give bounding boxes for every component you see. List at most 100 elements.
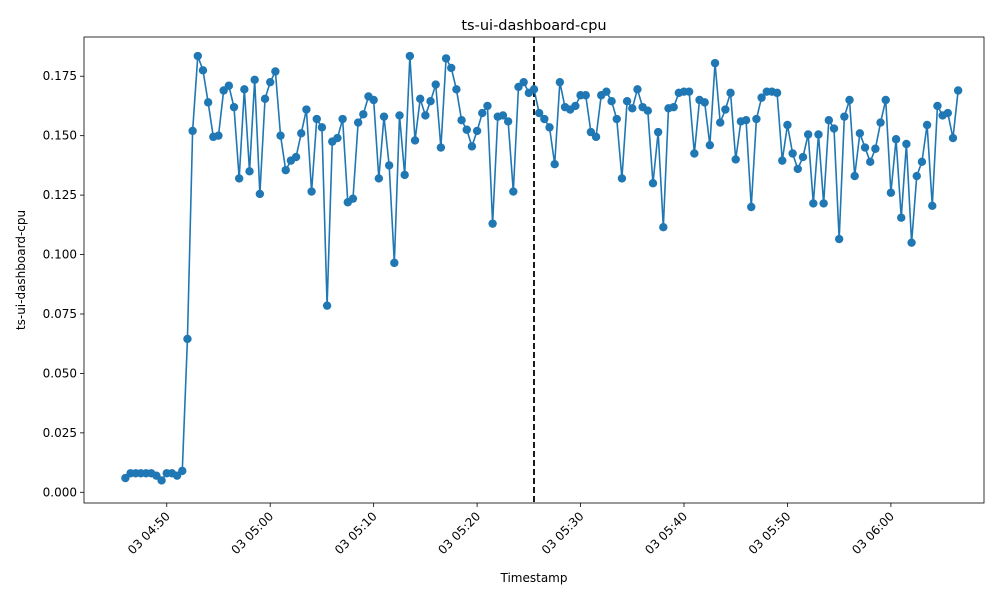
data-point xyxy=(928,201,937,211)
data-point xyxy=(684,87,694,96)
data-point xyxy=(338,114,347,124)
data-point xyxy=(731,155,740,164)
data-point xyxy=(550,160,559,169)
data-point xyxy=(447,63,456,73)
data-point xyxy=(659,223,668,232)
data-point xyxy=(178,466,187,476)
data-point xyxy=(390,258,399,268)
plot-frame xyxy=(83,36,985,504)
data-point xyxy=(829,124,839,133)
data-point xyxy=(240,85,249,94)
data-point xyxy=(866,157,875,167)
data-point xyxy=(953,86,963,95)
data-point xyxy=(622,96,632,106)
data-point xyxy=(855,129,865,138)
data-point xyxy=(617,174,627,183)
data-point xyxy=(307,187,316,196)
data-point xyxy=(912,171,921,181)
data-point xyxy=(633,85,642,94)
y-tick-label: 0.125 xyxy=(43,188,77,202)
y-axis-label: ts-ui-dashboard-cpu xyxy=(14,210,28,330)
data-point xyxy=(198,66,208,75)
data-point xyxy=(772,88,782,98)
data-point xyxy=(472,126,482,136)
data-point xyxy=(726,88,735,98)
data-point xyxy=(840,112,849,121)
data-point xyxy=(395,111,404,120)
data-point xyxy=(317,123,327,132)
data-point xyxy=(379,112,389,121)
data-point xyxy=(798,152,808,162)
data-point xyxy=(881,95,890,105)
data-point xyxy=(886,188,896,197)
data-point xyxy=(653,127,663,137)
data-point xyxy=(612,114,621,124)
data-point xyxy=(793,164,802,174)
data-point xyxy=(581,91,590,100)
data-point xyxy=(224,81,234,90)
data-point xyxy=(203,98,213,107)
data-point xyxy=(400,170,409,180)
data-point xyxy=(498,111,508,120)
data-point xyxy=(534,108,544,118)
data-point xyxy=(705,140,715,150)
data-point xyxy=(948,133,958,143)
data-point xyxy=(431,80,440,89)
data-point xyxy=(602,87,611,96)
data-point xyxy=(778,156,787,165)
data-point xyxy=(271,67,280,76)
data-point xyxy=(312,114,321,124)
data-point xyxy=(302,105,311,114)
data-point xyxy=(229,102,239,112)
y-tick-label: 0.075 xyxy=(43,307,77,321)
y-tick-label: 0.100 xyxy=(43,248,77,262)
data-point xyxy=(509,187,518,196)
data-point xyxy=(721,105,730,114)
data-point xyxy=(803,130,813,139)
y-tick-label: 0.175 xyxy=(43,69,77,83)
data-point xyxy=(250,75,259,85)
data-point xyxy=(488,219,497,228)
data-point xyxy=(436,143,446,152)
data-point xyxy=(607,96,616,106)
data-point xyxy=(907,238,916,247)
data-point xyxy=(234,174,244,183)
data-point xyxy=(648,179,658,188)
data-point xyxy=(643,106,652,115)
data-point xyxy=(943,108,952,118)
data-point xyxy=(591,132,601,142)
series-layer xyxy=(121,51,963,485)
data-point xyxy=(814,130,823,139)
data-point xyxy=(628,104,637,113)
data-point xyxy=(374,174,384,183)
data-point xyxy=(897,213,906,222)
y-tick-label: 0.050 xyxy=(43,366,77,380)
data-point xyxy=(416,94,425,104)
data-point xyxy=(322,301,332,310)
data-point xyxy=(462,125,471,134)
data-point xyxy=(741,116,751,125)
data-point xyxy=(188,126,197,136)
data-point xyxy=(426,96,435,106)
data-point xyxy=(891,135,901,144)
y-tick-label: 0.150 xyxy=(43,129,77,143)
data-point xyxy=(871,144,880,153)
data-point xyxy=(348,194,358,203)
data-point xyxy=(503,117,513,126)
data-point xyxy=(255,189,265,199)
data-point xyxy=(824,116,834,125)
data-point xyxy=(297,129,306,138)
data-point xyxy=(478,108,487,118)
data-point xyxy=(540,114,549,124)
data-point xyxy=(410,136,420,145)
data-point xyxy=(384,161,394,170)
data-point xyxy=(710,58,720,68)
data-point xyxy=(519,77,528,87)
data-point xyxy=(245,167,254,176)
x-axis-label: Timestamp xyxy=(500,571,568,585)
data-point xyxy=(183,334,192,344)
data-point xyxy=(333,133,342,143)
data-point xyxy=(933,101,942,111)
data-point xyxy=(571,101,580,111)
